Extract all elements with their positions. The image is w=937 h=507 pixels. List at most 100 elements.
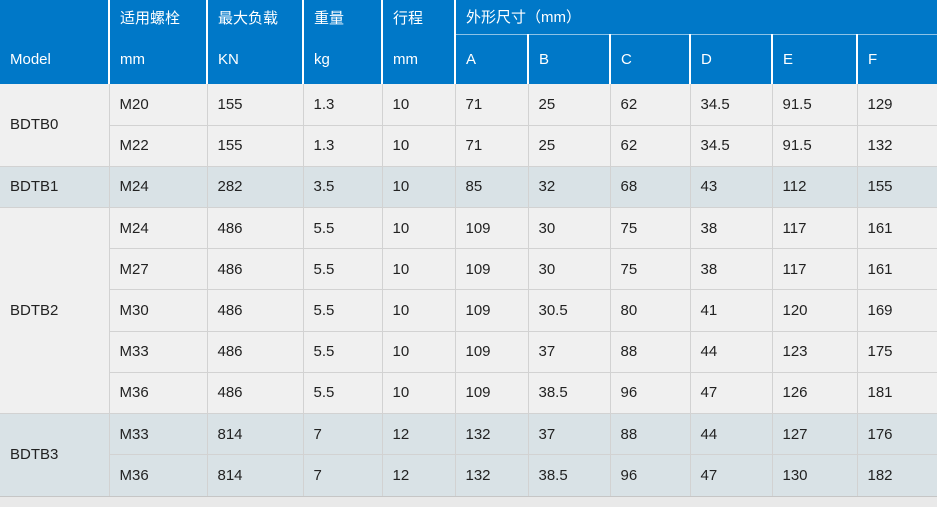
product-spec-table: Model 适用螺栓 mm 最大负载 KN 重量 kg 行程 mm xyxy=(0,0,937,496)
table-row: M22 155 1.3 10 71 25 62 34.5 91.5 132 xyxy=(0,124,937,167)
table-row: M33 486 5.5 10 109 37 88 44 123 175 xyxy=(0,330,937,373)
cell-f: 161 xyxy=(856,207,937,249)
table-row: M27 486 5.5 10 109 30 75 38 117 161 xyxy=(0,248,937,290)
cell-d: 47 xyxy=(689,371,772,414)
cell-f: 169 xyxy=(856,289,937,332)
cell-stroke: 10 xyxy=(381,248,455,290)
cell-b: 25 xyxy=(527,84,610,126)
cell-f: 181 xyxy=(856,371,937,414)
table-row: M36 814 7 12 132 38.5 96 47 130 182 xyxy=(0,454,937,496)
cell-b: 38.5 xyxy=(527,454,610,496)
header-bolt-title: 适用螺栓 xyxy=(120,9,181,27)
cell-bolt: M24 xyxy=(108,207,207,249)
cell-e: 126 xyxy=(771,371,857,414)
cell-a: 71 xyxy=(454,84,528,126)
header-dimensions-group: 外形尺寸（mm） xyxy=(454,0,937,35)
cell-stroke: 10 xyxy=(381,165,455,208)
cell-bolt: M33 xyxy=(108,330,207,373)
cell-bolt: M36 xyxy=(108,371,207,414)
cell-b: 37 xyxy=(527,412,610,455)
cell-d: 41 xyxy=(689,289,772,332)
cell-b: 37 xyxy=(527,330,610,373)
cell-e: 91.5 xyxy=(771,124,857,167)
header-model-spacer xyxy=(0,0,108,34)
cell-load: 486 xyxy=(206,371,303,414)
cell-d: 38 xyxy=(689,248,772,290)
cell-e: 91.5 xyxy=(771,84,857,126)
cell-load: 486 xyxy=(206,207,303,249)
cell-weight: 5.5 xyxy=(302,207,382,249)
header-model-label: Model xyxy=(10,50,51,68)
cell-weight: 5.5 xyxy=(302,371,382,414)
header-model: Model xyxy=(0,0,109,84)
cell-c: 62 xyxy=(609,84,690,126)
cell-a: 71 xyxy=(454,124,528,167)
cell-b: 30 xyxy=(527,248,610,290)
table-header: Model 适用螺栓 mm 最大负载 KN 重量 kg 行程 mm xyxy=(0,0,937,84)
header-max-load: 最大负载 KN xyxy=(206,0,303,84)
cell-e: 123 xyxy=(771,330,857,373)
cell-stroke: 10 xyxy=(381,371,455,414)
header-dim-e: E xyxy=(771,34,857,84)
header-bolt: 适用螺栓 mm xyxy=(108,0,207,84)
cell-f: 176 xyxy=(856,412,937,455)
cell-d: 44 xyxy=(689,412,772,455)
table-row: BDTB0 M20 155 1.3 10 71 25 62 34.5 91.5 129 xyxy=(0,84,937,167)
cell-f: 182 xyxy=(856,454,937,496)
cell-f: 155 xyxy=(856,165,937,208)
table-row: BDTB1 M24 282 3.5 10 85 32 68 43 112 155 xyxy=(0,165,937,208)
header-dim-f: F xyxy=(856,34,937,84)
header-dim-d: D xyxy=(689,34,772,84)
cell-d: 34.5 xyxy=(689,84,772,126)
cell-bolt: M36 xyxy=(108,454,207,496)
cell-b: 38.5 xyxy=(527,371,610,414)
table-row: M36 486 5.5 10 109 38.5 96 47 126 181 xyxy=(0,371,937,414)
cell-d: 34.5 xyxy=(689,124,772,167)
cell-e: 112 xyxy=(771,165,857,208)
header-max-load-unit: KN xyxy=(218,50,239,68)
cell-e: 130 xyxy=(771,454,857,496)
bottom-scroll-track xyxy=(0,495,937,507)
cell-stroke: 12 xyxy=(381,454,455,496)
cell-bolt: M30 xyxy=(108,289,207,332)
cell-load: 486 xyxy=(206,330,303,373)
header-weight-title: 重量 xyxy=(314,9,345,27)
cell-a: 109 xyxy=(454,207,528,249)
cell-c: 62 xyxy=(609,124,690,167)
cell-weight: 5.5 xyxy=(302,248,382,290)
cell-a: 85 xyxy=(454,165,528,208)
model-cell: BDTB3 xyxy=(0,412,109,496)
cell-weight: 5.5 xyxy=(302,289,382,332)
table-row: BDTB3 M33 814 7 12 132 37 88 44 127 176 xyxy=(0,412,937,496)
cell-load: 814 xyxy=(206,454,303,496)
cell-weight: 1.3 xyxy=(302,124,382,167)
table-row: BDTB2 M24 486 5.5 10 109 30 75 38 117 161 xyxy=(0,207,937,414)
header-stroke: 行程 mm xyxy=(381,0,455,84)
cell-a: 109 xyxy=(454,248,528,290)
cell-d: 43 xyxy=(689,165,772,208)
cell-b: 32 xyxy=(527,165,610,208)
cell-d: 44 xyxy=(689,330,772,373)
cell-a: 132 xyxy=(454,412,528,455)
cell-f: 161 xyxy=(856,248,937,290)
cell-a: 132 xyxy=(454,454,528,496)
cell-b: 25 xyxy=(527,124,610,167)
cell-stroke: 10 xyxy=(381,84,455,126)
cell-b: 30.5 xyxy=(527,289,610,332)
cell-weight: 3.5 xyxy=(302,165,382,208)
header-bolt-unit: mm xyxy=(120,50,145,68)
cell-bolt: M20 xyxy=(108,84,207,126)
cell-f: 132 xyxy=(856,124,937,167)
header-stroke-unit: mm xyxy=(393,50,418,68)
cell-load: 155 xyxy=(206,124,303,167)
header-dim-a: A xyxy=(454,34,528,84)
cell-c: 96 xyxy=(609,454,690,496)
cell-c: 75 xyxy=(609,248,690,290)
cell-f: 175 xyxy=(856,330,937,373)
cell-stroke: 10 xyxy=(381,289,455,332)
model-cell: BDTB2 xyxy=(0,207,109,414)
cell-e: 120 xyxy=(771,289,857,332)
cell-e: 117 xyxy=(771,248,857,290)
cell-a: 109 xyxy=(454,289,528,332)
